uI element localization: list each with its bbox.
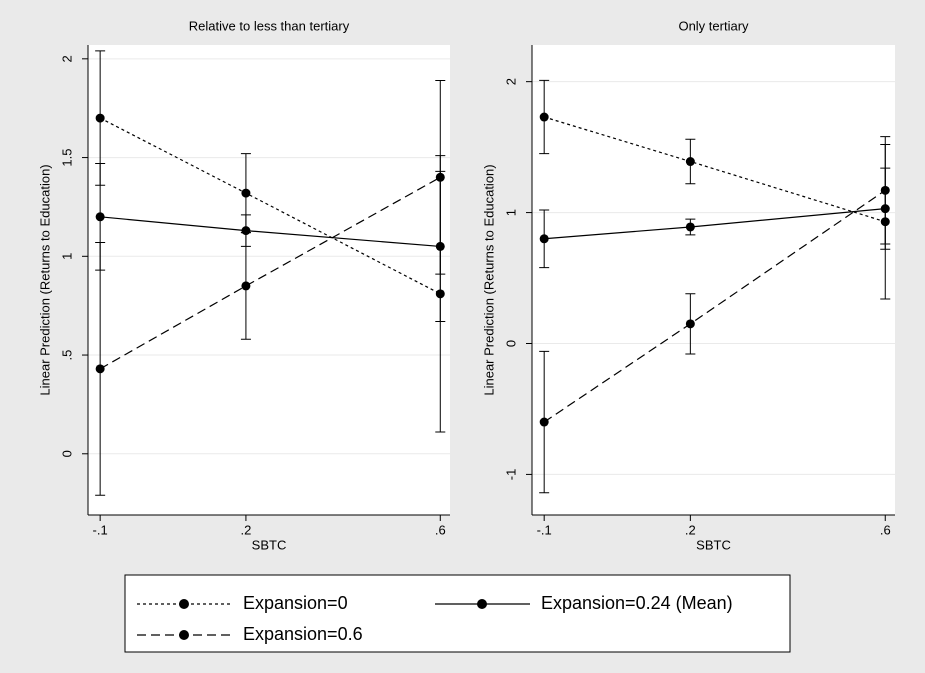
plot-area (532, 45, 895, 515)
point (95, 113, 105, 123)
x-axis-title: SBTC (252, 537, 287, 552)
y-tick-label: .5 (59, 350, 74, 361)
y-tick-label: 0 (59, 450, 74, 457)
legend-marker (179, 599, 189, 609)
legend-label: Expansion=0.6 (243, 624, 363, 644)
point (685, 157, 695, 167)
x-tick-label: .6 (880, 522, 891, 537)
point (435, 172, 445, 182)
x-axis-title: SBTC (696, 537, 731, 552)
x-tick-label: -.1 (537, 522, 552, 537)
legend-label: Expansion=0.24 (Mean) (541, 593, 733, 613)
point (539, 112, 549, 122)
y-axis-title: Linear Prediction (Returns to Education) (481, 164, 496, 395)
legend-marker (179, 630, 189, 640)
point (241, 281, 251, 291)
y-tick-label: 1 (59, 253, 74, 260)
point (95, 212, 105, 222)
panel-title: Only tertiary (678, 18, 749, 33)
legend-marker (477, 599, 487, 609)
x-tick-label: .2 (685, 522, 696, 537)
point (539, 234, 549, 244)
x-tick-label: .2 (240, 522, 251, 537)
legend-box (124, 574, 791, 653)
y-axis-title: Linear Prediction (Returns to Education) (37, 164, 52, 395)
legend-label: Expansion=0 (243, 593, 348, 613)
y-tick-label: 2 (503, 78, 518, 85)
y-tick-label: 2 (59, 55, 74, 62)
point (241, 188, 251, 198)
y-tick-label: 0 (503, 340, 518, 347)
point (880, 185, 890, 195)
y-tick-label: 1 (503, 209, 518, 216)
x-tick-label: -.1 (93, 522, 108, 537)
plot-area (88, 45, 450, 515)
x-tick-label: .6 (435, 522, 446, 537)
point (685, 222, 695, 232)
y-tick-label: 1.5 (59, 149, 74, 167)
y-tick-label: -1 (503, 469, 518, 481)
panel-title: Relative to less than tertiary (189, 18, 350, 33)
point (95, 364, 105, 374)
point (539, 417, 549, 427)
series-line (99, 176, 441, 370)
point (685, 319, 695, 329)
